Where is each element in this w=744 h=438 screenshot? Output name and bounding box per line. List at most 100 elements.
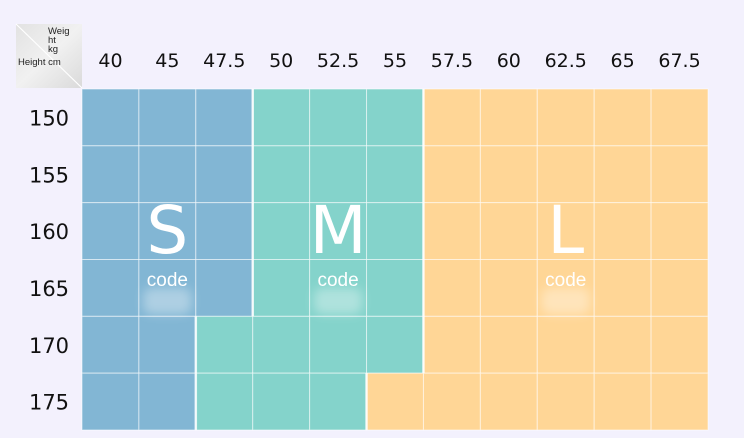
corner-weight-label-line-1: Weig: [48, 26, 69, 37]
y-tick-label: 165: [29, 277, 69, 301]
zone-code-l: code: [545, 270, 586, 291]
grid-cell-47.5kg-155cm: [195, 145, 254, 204]
x-tick-label: 40: [98, 50, 122, 72]
zone-qr-placeholder-s: [143, 288, 192, 314]
x-tick-label: 45: [155, 50, 179, 72]
zone-letter-s: S: [146, 192, 188, 269]
grid-cell-47.5kg-165cm: [195, 259, 254, 317]
grid-cell-60kg-160cm: [479, 202, 538, 261]
grid-cell-62.5kg-170cm: [536, 315, 595, 374]
x-axis-ticks: 40 45 47.5 50 52.5 55 57.5 60 62.5 65 67.5: [98, 50, 700, 72]
corner-weight-label-line-3: kg: [48, 44, 58, 55]
grid-cell-67.5kg-160cm: [650, 202, 709, 261]
zone-qr-placeholder-l: [541, 288, 590, 314]
grid-cell-50kg-155cm: [252, 145, 311, 204]
y-axis-ticks: 150 155 160 165 170 175: [29, 106, 69, 414]
x-tick-label: 47.5: [203, 50, 245, 72]
zone-letter-l: L: [547, 192, 584, 269]
grid-cell-47.5kg-150cm: [195, 88, 254, 147]
grid-cell-57.5kg-150cm: [422, 88, 481, 147]
x-tick-label: 67.5: [658, 50, 700, 72]
grid-cell-50kg-175cm: [252, 372, 311, 431]
grid-cell-55kg-160cm: [366, 202, 424, 261]
grid-cell-67.5kg-150cm: [650, 88, 709, 147]
y-tick-label: 160: [29, 220, 69, 244]
grid-cell-47.5kg-175cm: [195, 372, 254, 431]
grid-cell-67.5kg-165cm: [650, 259, 709, 317]
corner-height-label: Height cm: [18, 57, 61, 68]
grid-cell-57.5kg-155cm: [422, 145, 481, 204]
grid-cell-62.5kg-160cm: [536, 202, 595, 261]
x-tick-label: 55: [383, 50, 407, 72]
grid-cell-62.5kg-155cm: [536, 145, 595, 204]
zone-code-m: code: [317, 270, 358, 291]
grid-cell-60kg-150cm: [479, 88, 538, 147]
zone-letter-m: M: [310, 192, 367, 269]
grid-cell-50kg-150cm: [252, 88, 311, 147]
grid-cell-65kg-165cm: [593, 259, 652, 317]
grid-cell-40kg-170cm: [81, 315, 140, 374]
grid-cell-57.5kg-175cm: [422, 372, 481, 431]
grid-cell-52.5kg-150cm: [309, 88, 368, 147]
corner-header: Weig ht kg Height cm: [15, 23, 83, 89]
y-tick-label: 150: [29, 106, 69, 130]
grid-cell-45kg-150cm: [138, 88, 197, 147]
grid-cell-52.5kg-155cm: [309, 145, 368, 204]
y-tick-label: 155: [29, 163, 69, 187]
grid-cell-60kg-165cm: [479, 259, 538, 317]
corner-diagonal: [15, 23, 83, 89]
grid-cell-40kg-155cm: [81, 145, 140, 204]
grid-cell-65kg-150cm: [593, 88, 652, 147]
grid-cell-47.5kg-160cm: [195, 202, 254, 261]
grid-cell-60kg-155cm: [479, 145, 538, 204]
grid-cell-62.5kg-150cm: [536, 88, 595, 147]
grid-cells: [81, 88, 709, 431]
grid-cell-50kg-165cm: [252, 259, 311, 317]
x-tick-label: 50: [269, 50, 293, 72]
grid-cell-45kg-175cm: [138, 372, 197, 431]
grid-cell-40kg-165cm: [81, 259, 140, 317]
grid-cell-57.5kg-160cm: [422, 202, 481, 261]
grid-cell-45kg-160cm: [138, 202, 197, 261]
grid-cell-65kg-170cm: [593, 315, 652, 374]
y-tick-label: 170: [29, 334, 69, 358]
corner-weight-label-line-2: ht: [48, 35, 56, 46]
zone-code-s: code: [147, 270, 188, 291]
grid-cell-55kg-165cm: [366, 259, 424, 317]
grid-cell-57.5kg-170cm: [422, 315, 481, 374]
grid-cell-60kg-175cm: [479, 372, 538, 431]
x-tick-label: 57.5: [431, 50, 473, 72]
grid-cell-52.5kg-175cm: [309, 372, 368, 431]
grid-cell-52.5kg-170cm: [309, 315, 368, 374]
grid-cell-52.5kg-160cm: [309, 202, 368, 261]
grid-cell-60kg-170cm: [479, 315, 538, 374]
grid-cell-55kg-175cm: [366, 372, 424, 431]
grid-cell-45kg-170cm: [138, 315, 197, 374]
x-tick-label: 62.5: [545, 50, 587, 72]
grid-cell-65kg-155cm: [593, 145, 652, 204]
grid-cell-62.5kg-175cm: [536, 372, 595, 431]
grid-cell-40kg-160cm: [81, 202, 140, 261]
grid-cell-67.5kg-175cm: [650, 372, 709, 431]
grid-cell-65kg-175cm: [593, 372, 652, 431]
grid-cell-50kg-160cm: [252, 202, 311, 261]
grid-cell-55kg-150cm: [366, 88, 424, 147]
x-tick-label: 65: [611, 50, 635, 72]
grid-cell-40kg-150cm: [81, 88, 140, 147]
grid-cell-65kg-160cm: [593, 202, 652, 261]
grid-cell-67.5kg-170cm: [650, 315, 709, 374]
grid-cell-57.5kg-165cm: [422, 259, 481, 317]
grid-cell-47.5kg-170cm: [195, 315, 254, 374]
grid-cell-55kg-170cm: [366, 315, 424, 374]
grid-cell-40kg-175cm: [81, 372, 140, 431]
grid-cell-55kg-155cm: [366, 145, 424, 204]
x-tick-label: 52.5: [317, 50, 359, 72]
grid-cell-50kg-170cm: [252, 315, 311, 374]
x-tick-label: 60: [497, 50, 521, 72]
zone-qr-placeholder-m: [314, 288, 363, 314]
grid-cell-67.5kg-155cm: [650, 145, 709, 204]
y-tick-label: 175: [29, 391, 69, 415]
